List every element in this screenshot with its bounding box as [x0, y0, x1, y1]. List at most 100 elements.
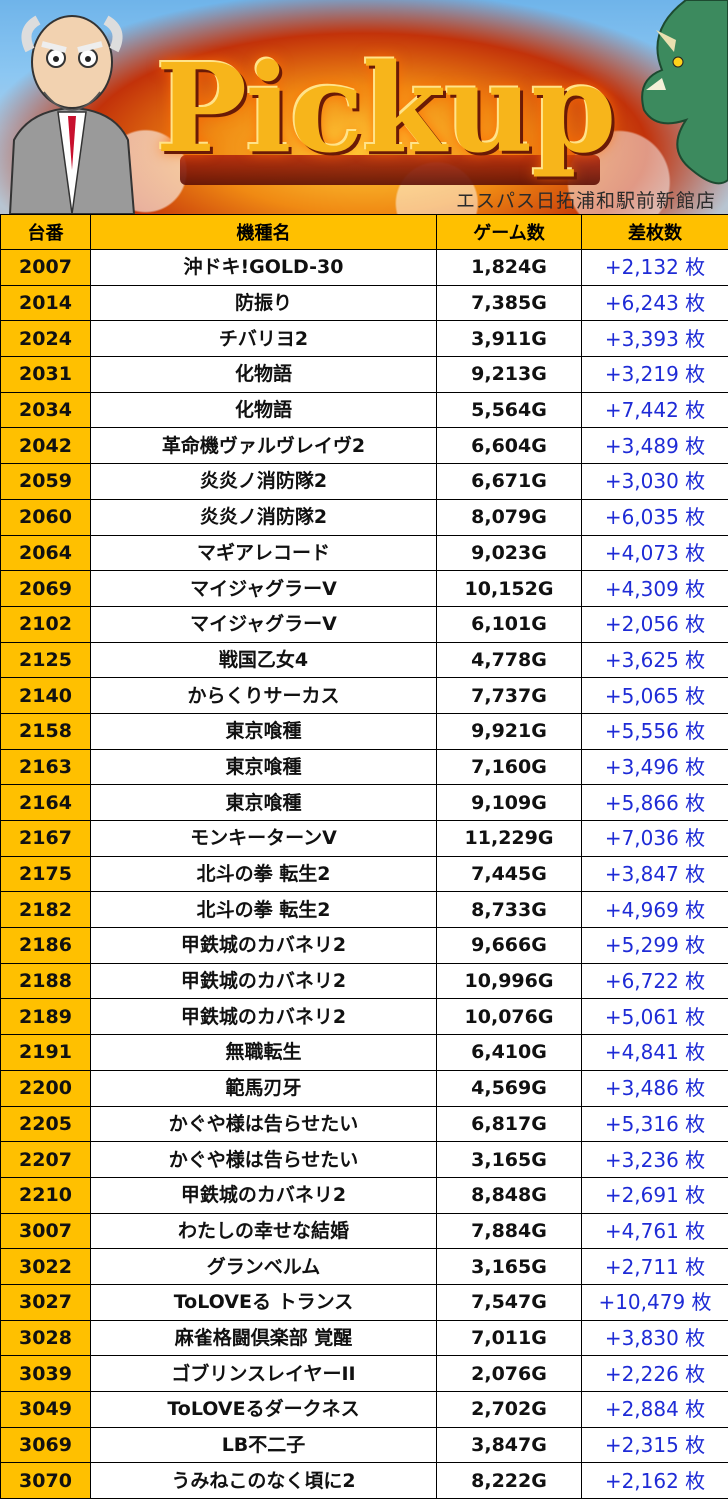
table-row: 2189 甲鉄城のカバネリ2 10,076G +5,061 枚 — [0, 998, 728, 1036]
table-row: 2102 マイジャグラーV 6,101G +2,056 枚 — [0, 605, 728, 643]
coin-difference-cell: +2,132 枚 — [581, 249, 728, 286]
table-row: 2205 かぐや様は告らせたい 6,817G +5,316 枚 — [0, 1105, 728, 1143]
machine-number-cell: 3070 — [0, 1462, 91, 1500]
dragon-illustration — [641, 0, 728, 185]
machine-number-cell: 3022 — [0, 1248, 91, 1285]
game-count-cell: 6,671G — [436, 463, 582, 500]
model-name-cell: からくりサーカス — [90, 677, 437, 714]
game-count-cell: 8,222G — [436, 1462, 582, 1500]
table-row: 3069 LB不二子 3,847G +2,315 枚 — [0, 1426, 728, 1464]
old-man-mascot-illustration — [8, 15, 136, 214]
machine-number-cell: 3049 — [0, 1391, 91, 1428]
model-name-cell: 東京喰種 — [90, 784, 437, 821]
pickup-results-table: 台番 機種名 ゲーム数 差枚数 2007 沖ドキ!GOLD-30 1,824G +2,… — [0, 214, 728, 1500]
table-row: 2007 沖ドキ!GOLD-30 1,824G +2,132 枚 — [0, 249, 728, 286]
header-model-name: 機種名 — [90, 214, 437, 250]
header-game-count: ゲーム数 — [436, 214, 582, 250]
machine-number-cell: 2034 — [0, 391, 91, 429]
coin-difference-cell: +4,841 枚 — [581, 1034, 728, 1071]
table-row: 3022 グランベルム 3,165G +2,711 枚 — [0, 1248, 728, 1285]
game-count-cell: 8,733G — [436, 891, 582, 929]
model-name-cell: 甲鉄城のカバネリ2 — [90, 1176, 437, 1214]
table-row: 2140 からくりサーカス 7,737G +5,065 枚 — [0, 677, 728, 714]
model-name-cell: 東京喰種 — [90, 712, 437, 750]
machine-number-cell: 3007 — [0, 1212, 91, 1250]
game-count-cell: 2,702G — [436, 1391, 582, 1428]
machine-number-cell: 3027 — [0, 1283, 91, 1321]
table-row: 3027 ToLOVEる トランス 7,547G +10,479 枚 — [0, 1283, 728, 1321]
game-count-cell: 10,152G — [436, 570, 582, 607]
table-row: 2060 炎炎ノ消防隊2 8,079G +6,035 枚 — [0, 498, 728, 536]
machine-number-cell: 2207 — [0, 1141, 91, 1178]
machine-number-cell: 2189 — [0, 998, 91, 1036]
machine-number-cell: 2191 — [0, 1034, 91, 1071]
model-name-cell: 甲鉄城のカバネリ2 — [90, 962, 437, 1000]
table-row: 2163 東京喰種 7,160G +3,496 枚 — [0, 748, 728, 786]
game-count-cell: 6,101G — [436, 605, 582, 643]
model-name-cell: モンキーターンV — [90, 820, 437, 857]
game-count-cell: 7,737G — [436, 677, 582, 714]
game-count-cell: 4,569G — [436, 1069, 582, 1107]
game-count-cell: 11,229G — [436, 820, 582, 857]
coin-difference-cell: +5,556 枚 — [581, 712, 728, 750]
machine-number-cell: 2064 — [0, 534, 91, 572]
coin-difference-cell: +3,830 枚 — [581, 1319, 728, 1357]
machine-number-cell: 2102 — [0, 605, 91, 643]
game-count-cell: 9,213G — [436, 356, 582, 393]
table-row: 2207 かぐや様は告らせたい 3,165G +3,236 枚 — [0, 1141, 728, 1178]
machine-number-cell: 2175 — [0, 855, 91, 893]
model-name-cell: 炎炎ノ消防隊2 — [90, 498, 437, 536]
machine-number-cell: 3069 — [0, 1426, 91, 1464]
table-row: 2031 化物語 9,213G +3,219 枚 — [0, 356, 728, 393]
pickup-banner: Pickup エスパス日拓浦和駅前新館店 — [0, 0, 728, 214]
game-count-cell: 3,165G — [436, 1248, 582, 1285]
game-count-cell: 2,076G — [436, 1355, 582, 1392]
model-name-cell: 戦国乙女4 — [90, 641, 437, 679]
model-name-cell: ゴブリンスレイヤーII — [90, 1355, 437, 1392]
model-name-cell: 沖ドキ!GOLD-30 — [90, 249, 437, 286]
machine-number-cell: 2200 — [0, 1069, 91, 1107]
coin-difference-cell: +7,442 枚 — [581, 391, 728, 429]
game-count-cell: 8,079G — [436, 498, 582, 536]
table-row: 2064 マギアレコード 9,023G +4,073 枚 — [0, 534, 728, 572]
model-name-cell: 北斗の拳 転生2 — [90, 855, 437, 893]
table-row: 2167 モンキーターンV 11,229G +7,036 枚 — [0, 820, 728, 857]
table-row: 2125 戦国乙女4 4,778G +3,625 枚 — [0, 641, 728, 679]
game-count-cell: 9,921G — [436, 712, 582, 750]
model-name-cell: かぐや様は告らせたい — [90, 1105, 437, 1143]
game-count-cell: 9,023G — [436, 534, 582, 572]
game-count-cell: 7,011G — [436, 1319, 582, 1357]
coin-difference-cell: +3,393 枚 — [581, 320, 728, 358]
table-row: 2024 チバリヨ2 3,911G +3,393 枚 — [0, 320, 728, 358]
coin-difference-cell: +3,496 枚 — [581, 748, 728, 786]
pickup-logo: Pickup — [155, 36, 617, 180]
coin-difference-cell: +5,299 枚 — [581, 927, 728, 964]
machine-number-cell: 2042 — [0, 427, 91, 465]
coin-difference-cell: +3,219 枚 — [581, 356, 728, 393]
coin-difference-cell: +5,866 枚 — [581, 784, 728, 821]
coin-difference-cell: +2,884 枚 — [581, 1391, 728, 1428]
machine-number-cell: 2007 — [0, 249, 91, 286]
game-count-cell: 7,160G — [436, 748, 582, 786]
machine-number-cell: 2188 — [0, 962, 91, 1000]
table-row: 2210 甲鉄城のカバネリ2 8,848G +2,691 枚 — [0, 1176, 728, 1214]
machine-number-cell: 2164 — [0, 784, 91, 821]
model-name-cell: マイジャグラーV — [90, 570, 437, 607]
table-row: 2034 化物語 5,564G +7,442 枚 — [0, 391, 728, 429]
model-name-cell: 甲鉄城のカバネリ2 — [90, 998, 437, 1036]
game-count-cell: 3,847G — [436, 1426, 582, 1464]
game-count-cell: 9,666G — [436, 927, 582, 964]
model-name-cell: ToLOVEるダークネス — [90, 1391, 437, 1428]
game-count-cell: 6,410G — [436, 1034, 582, 1071]
coin-difference-cell: +3,625 枚 — [581, 641, 728, 679]
table-row: 3007 わたしの幸せな結婚 7,884G +4,761 枚 — [0, 1212, 728, 1250]
machine-number-cell: 2024 — [0, 320, 91, 358]
coin-difference-cell: +2,315 枚 — [581, 1426, 728, 1464]
model-name-cell: 北斗の拳 転生2 — [90, 891, 437, 929]
header-coin-difference: 差枚数 — [581, 214, 728, 250]
header-machine-number: 台番 — [0, 214, 91, 250]
coin-difference-cell: +6,035 枚 — [581, 498, 728, 536]
coin-difference-cell: +6,243 枚 — [581, 284, 728, 322]
table-row: 2158 東京喰種 9,921G +5,556 枚 — [0, 712, 728, 750]
coin-difference-cell: +10,479 枚 — [581, 1283, 728, 1321]
